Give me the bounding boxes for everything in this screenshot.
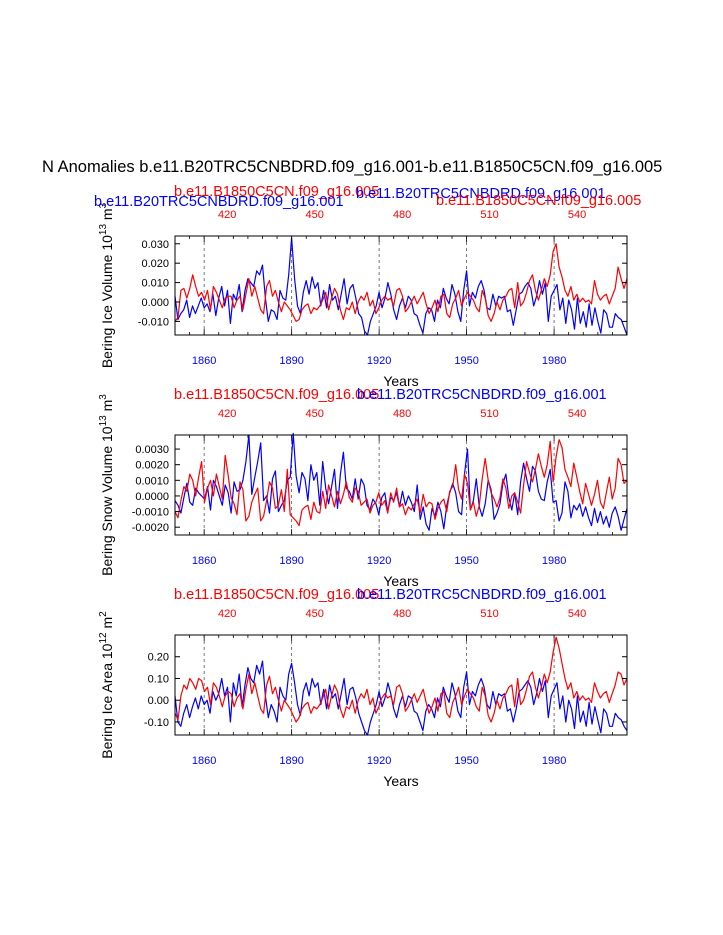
- y-axis-label-exponent: 13: [98, 224, 109, 236]
- y-axis-label-unit-exponent: 3: [98, 202, 109, 208]
- x-tick-label-bottom: 1890: [279, 755, 303, 767]
- y-axis-label-unit: m: [99, 400, 115, 416]
- y-tick-label: 0.0030: [135, 444, 169, 456]
- main-title: N Anomalies b.e11.B20TRC5CNBDRD.f09_g16.…: [42, 158, 662, 176]
- case-label-left-red: b.e11.B1850C5CN.f09_g16.005: [174, 587, 379, 603]
- y-axis-label-exponent: 12: [98, 632, 109, 644]
- y-tick-label: -0.010: [138, 316, 169, 328]
- case-label-left-red: b.e11.B1850C5CN.f09_g16.005: [174, 184, 379, 200]
- x-tick-label-top: 450: [305, 209, 323, 221]
- y-tick-label: 0.030: [141, 239, 169, 251]
- x-tick-label-top: 510: [480, 608, 498, 620]
- x-axis-label: Years: [383, 573, 418, 589]
- panel-ice-volume: -0.010 0.000 0.010 0.020 0.030 1860 1890 1920 19…: [94, 184, 641, 389]
- y-axis-label-unit: m: [99, 208, 115, 224]
- case-label-right-red: b.e11.B1850C5CN.f09_g16.005: [436, 193, 641, 209]
- y-tick-label: -0.0010: [132, 507, 169, 519]
- y-axis-label-text: Bering Ice Area 10: [99, 643, 115, 758]
- y-axis-label-unit: m: [99, 617, 115, 633]
- x-tick-label-bottom: 1950: [454, 755, 478, 767]
- plot-frame: [174, 634, 628, 736]
- x-tick-label-bottom: 1920: [367, 555, 391, 567]
- case-label-right-blue: b.e11.B20TRC5CNBDRD.f09_g16.001: [357, 587, 607, 603]
- y-axis-label-exponent: 13: [98, 415, 109, 427]
- y-axis-label-text: Bering Ice Volume 10: [99, 235, 115, 368]
- x-tick-label-bottom: 1980: [542, 755, 566, 767]
- x-tick-label-bottom: 1860: [192, 755, 216, 767]
- y-tick-label: 0.010: [141, 278, 169, 290]
- y-axis-label-text: Bering Snow Volume 10: [99, 426, 115, 576]
- y-axis-label-unit-exponent: 2: [98, 611, 109, 617]
- series-line-1850: [174, 636, 628, 723]
- x-tick-label-top: 540: [568, 608, 586, 620]
- x-tick-label-top: 510: [480, 408, 498, 420]
- x-tick-label-bottom: 1890: [279, 555, 303, 567]
- x-tick-label-bottom: 1920: [367, 355, 391, 367]
- series-line-1850: [174, 243, 628, 322]
- x-tick-label-top: 420: [218, 408, 236, 420]
- y-axis-label-unit-exponent: 3: [98, 394, 109, 400]
- case-label-left-blue: b.e11.B20TRC5CNBDRD.f09_g16.001: [94, 194, 344, 210]
- x-tick-label-bottom: 1890: [279, 355, 303, 367]
- x-tick-label-bottom: 1860: [192, 555, 216, 567]
- y-tick-label: 0.20: [148, 652, 169, 664]
- x-tick-label-top: 450: [305, 608, 323, 620]
- case-label-left-red: b.e11.B1850C5CN.f09_g16.005: [174, 387, 379, 403]
- y-tick-label: 0.00: [148, 695, 169, 707]
- y-axis-label: Bering Ice Volume 1013 m3: [98, 202, 115, 368]
- panel-snow-volume: -0.0020 -0.0010 0.0000 0.0010 0.0020 0.0030 18…: [98, 387, 628, 589]
- x-tick-label-bottom: 1860: [192, 355, 216, 367]
- y-tick-label: 0.000: [141, 297, 169, 309]
- x-tick-label-top: 540: [568, 408, 586, 420]
- y-tick-label: -0.0020: [132, 522, 169, 534]
- x-tick-label-top: 480: [393, 209, 411, 221]
- y-tick-label: -0.10: [144, 717, 169, 729]
- x-axis-label: Years: [383, 773, 418, 789]
- x-tick-label-bottom: 1980: [542, 555, 566, 567]
- y-tick-label: 0.0010: [135, 475, 169, 487]
- y-tick-label: 0.0020: [135, 460, 169, 472]
- series-line-1850: [174, 439, 628, 527]
- x-tick-label-bottom: 1950: [454, 555, 478, 567]
- y-axis-label: Bering Ice Area 1012 m2: [98, 611, 115, 759]
- case-label-right-blue: b.e11.B20TRC5CNBDRD.f09_g16.001: [357, 387, 607, 403]
- x-tick-label-top: 420: [218, 608, 236, 620]
- plot-frame: [174, 235, 628, 336]
- x-tick-label-top: 480: [393, 608, 411, 620]
- x-tick-label-top: 420: [218, 209, 236, 221]
- x-tick-label-bottom: 1980: [542, 355, 566, 367]
- plot-frame: [174, 434, 628, 536]
- y-tick-label: 0.0000: [135, 491, 169, 503]
- x-tick-label-top: 510: [480, 209, 498, 221]
- series-line-20trc: [174, 432, 628, 531]
- x-tick-label-top: 480: [393, 408, 411, 420]
- series-line-20trc: [174, 660, 628, 736]
- y-tick-label: 0.020: [141, 258, 169, 270]
- y-axis-label: Bering Snow Volume 1013 m3: [98, 394, 115, 576]
- panel-ice-area: -0.10 0.00 0.10 0.20 1860 1890 1920 1950 1980 420…: [98, 587, 628, 789]
- case-label-right-blue: b.e11.B20TRC5CNBDRD.f09_g16.001: [356, 186, 606, 202]
- x-tick-label-top: 540: [568, 209, 586, 221]
- x-tick-label-bottom: 1920: [367, 755, 391, 767]
- x-tick-label-bottom: 1950: [454, 355, 478, 367]
- y-tick-label: 0.10: [148, 673, 169, 685]
- series-line-20trc: [174, 237, 628, 336]
- x-axis-label: Years: [383, 373, 418, 389]
- x-tick-label-top: 450: [305, 408, 323, 420]
